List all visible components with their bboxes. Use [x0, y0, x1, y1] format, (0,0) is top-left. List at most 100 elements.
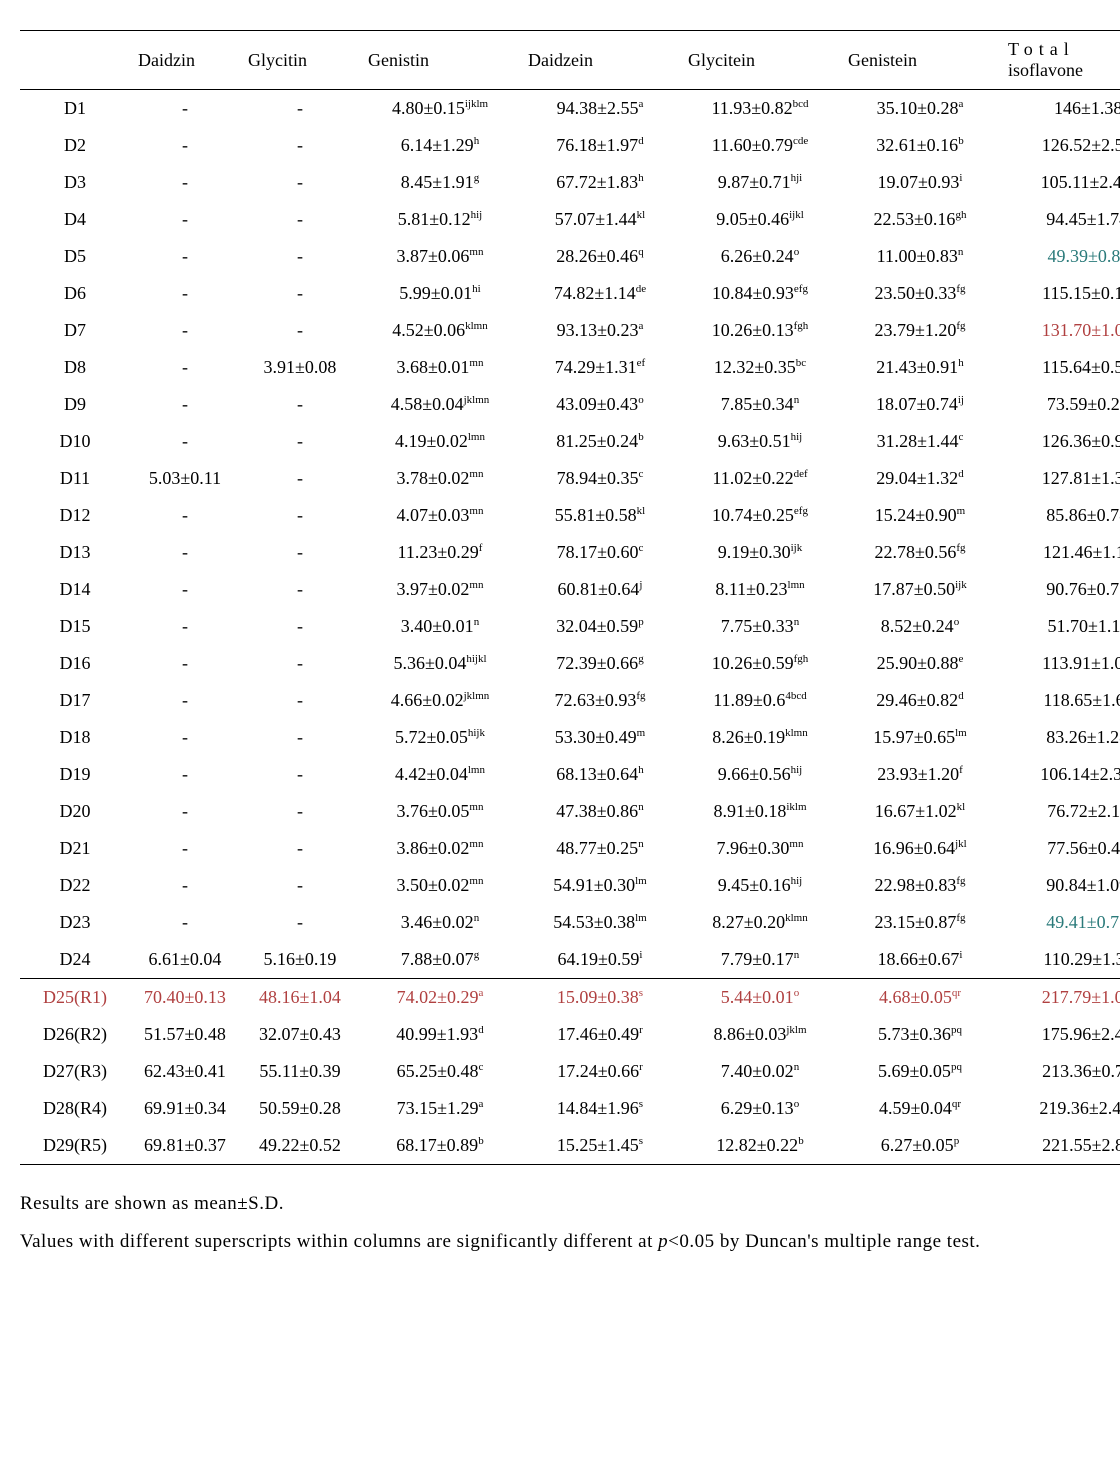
- table-cell: 18.66±0.67i: [840, 941, 1000, 979]
- table-cell: 9.45±0.16hij: [680, 867, 840, 904]
- table-cell: -: [130, 423, 240, 460]
- table-cell: 8.11±0.23lmn: [680, 571, 840, 608]
- table-cell: -: [240, 682, 360, 719]
- table-cell: 110.29±1.32l: [1000, 941, 1120, 979]
- table-cell: 64.19±0.59i: [520, 941, 680, 979]
- row-label: D21: [20, 830, 130, 867]
- table-cell: -: [240, 238, 360, 275]
- table-cell: -: [240, 571, 360, 608]
- table-cell: -: [240, 793, 360, 830]
- table-row: D25(R1)70.40±0.1348.16±1.0474.02±0.29a15…: [20, 979, 1120, 1017]
- table-cell: -: [130, 534, 240, 571]
- table-cell: -: [130, 793, 240, 830]
- table-cell: 54.91±0.30lm: [520, 867, 680, 904]
- table-cell: 16.96±0.64jkl: [840, 830, 1000, 867]
- row-label: D19: [20, 756, 130, 793]
- table-cell: 90.84±1.09o: [1000, 867, 1120, 904]
- table-cell: 51.70±1.12t: [1000, 608, 1120, 645]
- table-cell: -: [240, 904, 360, 941]
- table-cell: 4.80±0.15ijklm: [360, 90, 520, 128]
- table-cell: 5.73±0.36pq: [840, 1016, 1000, 1053]
- col-header-daidzin: Daidzin: [130, 31, 240, 90]
- table-cell: 15.09±0.38s: [520, 979, 680, 1017]
- row-label: D28(R4): [20, 1090, 130, 1127]
- table-cell: 9.05±0.46ijkl: [680, 201, 840, 238]
- table-cell: -: [130, 90, 240, 128]
- table-cell: 72.39±0.66g: [520, 645, 680, 682]
- table-row: D29(R5)69.81±0.3749.22±0.5268.17±0.89b15…: [20, 1127, 1120, 1165]
- table-cell: 85.86±0.78p: [1000, 497, 1120, 534]
- table-cell: -: [240, 275, 360, 312]
- table-cell: -: [130, 682, 240, 719]
- table-cell: 93.13±0.23a: [520, 312, 680, 349]
- table-cell: -: [240, 497, 360, 534]
- table-cell: 115.64±0.53k: [1000, 349, 1120, 386]
- col-header-glycitein: Glycitein: [680, 31, 840, 90]
- table-cell: 21.43±0.91h: [840, 349, 1000, 386]
- table-cell: 78.94±0.35c: [520, 460, 680, 497]
- table-cell: -: [240, 534, 360, 571]
- table-cell: 10.84±0.93efg: [680, 275, 840, 312]
- table-row: D10--4.19±0.02lmn81.25±0.24b9.63±0.51hij…: [20, 423, 1120, 460]
- table-cell: 9.66±0.56hij: [680, 756, 840, 793]
- table-cell: 31.28±1.44c: [840, 423, 1000, 460]
- table-cell: 12.32±0.35bc: [680, 349, 840, 386]
- row-label: D9: [20, 386, 130, 423]
- table-cell: 4.59±0.04qr: [840, 1090, 1000, 1127]
- table-cell: 55.11±0.39: [240, 1053, 360, 1090]
- table-cell: 22.53±0.16gh: [840, 201, 1000, 238]
- row-label: D17: [20, 682, 130, 719]
- row-label: D18: [20, 719, 130, 756]
- table-cell: 94.38±2.55a: [520, 90, 680, 128]
- table-cell: 6.14±1.29h: [360, 127, 520, 164]
- table-cell: -: [130, 238, 240, 275]
- row-label: D6: [20, 275, 130, 312]
- table-cell: 3.50±0.02mn: [360, 867, 520, 904]
- table-cell: 12.82±0.22b: [680, 1127, 840, 1165]
- table-cell: 83.26±1.28q: [1000, 719, 1120, 756]
- table-cell: 68.13±0.64h: [520, 756, 680, 793]
- table-cell: -: [240, 423, 360, 460]
- isoflavone-table: DaidzinGlycitinGenistinDaidzeinGlycitein…: [20, 30, 1120, 1165]
- table-cell: -: [240, 90, 360, 128]
- table-cell: 15.25±1.45s: [520, 1127, 680, 1165]
- table-cell: 11.60±0.79cde: [680, 127, 840, 164]
- table-cell: 11.23±0.29f: [360, 534, 520, 571]
- table-cell: 43.09±0.43o: [520, 386, 680, 423]
- table-cell: 54.53±0.38lm: [520, 904, 680, 941]
- table-cell: 219.36±2.49ab: [1000, 1090, 1120, 1127]
- table-cell: 32.04±0.59p: [520, 608, 680, 645]
- table-cell: -: [130, 386, 240, 423]
- table-cell: 4.42±0.04lmn: [360, 756, 520, 793]
- table-cell: 62.43±0.41: [130, 1053, 240, 1090]
- table-cell: 18.07±0.74ij: [840, 386, 1000, 423]
- table-row: D115.03±0.11-3.78±0.02mn78.94±0.35c11.02…: [20, 460, 1120, 497]
- table-cell: 5.03±0.11: [130, 460, 240, 497]
- table-cell: 49.22±0.52: [240, 1127, 360, 1165]
- table-cell: -: [130, 830, 240, 867]
- table-row: D3--8.45±1.91g67.72±1.83h9.87±0.71hji19.…: [20, 164, 1120, 201]
- table-cell: 5.81±0.12hij: [360, 201, 520, 238]
- table-cell: -: [240, 756, 360, 793]
- table-cell: 57.07±1.44kl: [520, 201, 680, 238]
- row-label: D25(R1): [20, 979, 130, 1017]
- table-cell: 65.25±0.48c: [360, 1053, 520, 1090]
- table-cell: 6.29±0.13o: [680, 1090, 840, 1127]
- row-label: D12: [20, 497, 130, 534]
- table-cell: 9.63±0.51hij: [680, 423, 840, 460]
- table-cell: 9.87±0.71hji: [680, 164, 840, 201]
- table-cell: 4.52±0.06klmn: [360, 312, 520, 349]
- table-cell: 4.07±0.03mn: [360, 497, 520, 534]
- table-cell: 3.91±0.08: [240, 349, 360, 386]
- table-row: D8-3.91±0.083.68±0.01mn74.29±1.31ef12.32…: [20, 349, 1120, 386]
- table-row: D246.61±0.045.16±0.197.88±0.07g64.19±0.5…: [20, 941, 1120, 979]
- table-cell: 3.40±0.01n: [360, 608, 520, 645]
- table-cell: 3.76±0.05mn: [360, 793, 520, 830]
- table-row: D12--4.07±0.03mn55.81±0.58kl10.74±0.25ef…: [20, 497, 1120, 534]
- table-cell: 32.61±0.16b: [840, 127, 1000, 164]
- table-row: D18--5.72±0.05hijk53.30±0.49m8.26±0.19kl…: [20, 719, 1120, 756]
- table-cell: 131.70±1.06g: [1000, 312, 1120, 349]
- row-label: D15: [20, 608, 130, 645]
- table-cell: 49.39±0.85t: [1000, 238, 1120, 275]
- table-cell: 5.36±0.04hijkl: [360, 645, 520, 682]
